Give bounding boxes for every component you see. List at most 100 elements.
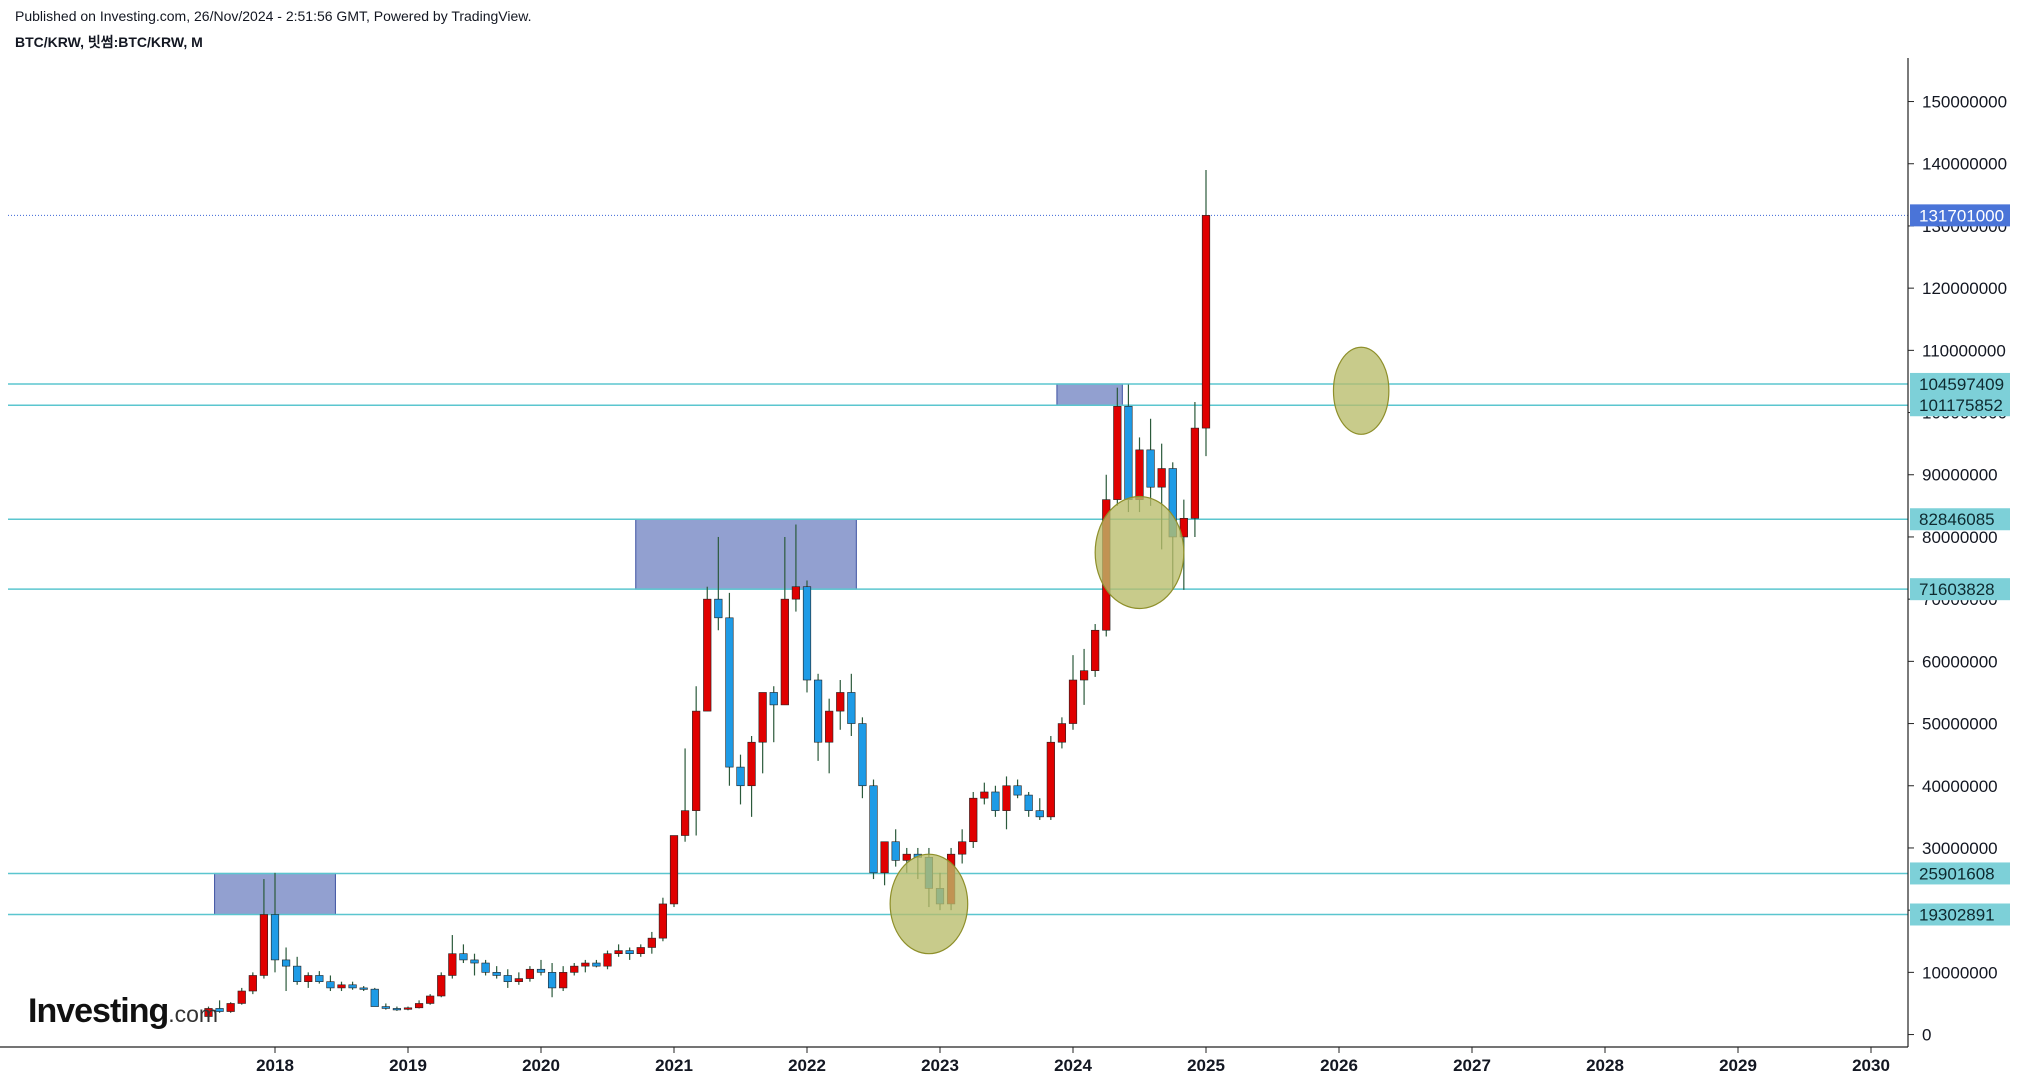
price-tick-label: 150000000 [1922,93,2007,112]
time-tick-label: 2026 [1320,1056,1358,1075]
level-tag-layer: 104597409 101175852 82846085 71603828 259016… [1910,204,2010,926]
candle-up [226,1003,235,1012]
candle-down [991,791,1000,811]
candle-up [1046,741,1055,818]
candle-up [514,978,523,982]
time-tick-label: 2030 [1852,1056,1890,1075]
time-tick-label: 2019 [389,1056,427,1075]
time-tick-label: 2023 [921,1056,959,1075]
logo-suffix: .com [168,1001,219,1027]
candle-up [1201,215,1211,429]
candle-up [636,947,645,954]
candle-up [559,972,568,989]
zone-box [1056,383,1123,406]
logo-brand: Investing [28,992,169,1030]
level-tag: 25901608 [1919,864,1995,883]
candle-down [470,959,479,964]
candle-down [1035,810,1044,818]
candle-up [1002,785,1011,811]
candle-down [802,586,812,681]
time-axis[interactable]: 2018 2019 2020 2021 2022 2023 2024 2025 2026 2027… [0,1046,1908,1075]
candle-up [969,797,978,843]
level-tag: 82846085 [1919,510,1995,529]
candle-down [592,962,601,967]
candle-down [736,766,745,787]
published-note: Published on Investing.com, 26/Nov/2024 … [15,8,532,24]
candle-up [525,968,535,979]
candle-up [880,841,889,874]
candle-up [337,984,346,989]
candle-up [825,710,834,743]
candle-up [1190,427,1200,519]
candle-down [503,975,512,982]
candle-up [403,1007,413,1010]
candle-up [259,914,269,976]
candle-up [1157,468,1166,488]
time-tick-label: 2020 [522,1056,560,1075]
candle-down [869,785,878,874]
level-tag: 104597409 [1919,375,2004,394]
investing-logo: Investing.com [28,992,218,1031]
candle-up [780,598,789,706]
candle-up [980,791,989,799]
candle-up [237,990,246,1004]
candle-down [847,692,856,724]
candle-up [426,995,435,1004]
candle-up [603,953,612,967]
zone-layer [214,383,1123,915]
time-tick-label: 2022 [788,1056,826,1075]
highlight-ellipse [1332,346,1390,435]
candle-down [293,965,302,982]
candle-up [304,975,313,982]
highlight-ellipse [889,853,969,955]
level-tag-bg [1910,578,2010,601]
level-tag-bg [1910,372,2010,395]
time-tick-label: 2028 [1586,1056,1624,1075]
price-tick-label: 120000000 [1922,279,2007,298]
time-tick-label: 2025 [1187,1056,1225,1075]
candle-up [836,692,845,712]
candle-up [1135,449,1144,500]
candle-down [459,953,468,961]
candle-down [370,988,379,1007]
candle-up [204,1008,213,1017]
candle-up [570,965,579,973]
candle-up [1079,670,1089,681]
candle-down [326,981,335,989]
level-tag-bg [1910,903,2010,926]
level-tag: 19302891 [1919,905,1995,924]
candle-up [703,598,712,712]
candle-up [1179,517,1188,538]
candle-down [392,1008,402,1011]
candle-up [658,903,668,939]
candle-up [1068,679,1078,724]
price-tick-label: 80000000 [1922,528,1998,547]
candle-down [858,723,867,787]
candle-up [747,741,756,787]
time-tick-label: 2027 [1453,1056,1491,1075]
candle-down [315,975,324,982]
time-tick-label: 2024 [1054,1056,1092,1075]
candle-down [359,987,368,990]
candle-layer [204,169,1211,1018]
candle-up [581,962,590,967]
last-price-tag: 131701000 [1919,206,2004,225]
price-tick-label: 50000000 [1922,715,1998,734]
candle-down [215,1008,224,1012]
candle-down [725,617,734,768]
candle-down [625,950,634,954]
level-tag-bg [1910,394,2010,417]
candle-down [481,962,490,973]
candle-down [891,841,900,861]
candle-up [758,692,767,743]
zone-box [635,518,857,590]
time-tick-label: 2018 [256,1056,294,1075]
highlight-ellipse [1094,495,1185,610]
candle-down [1146,449,1155,488]
candle-down [1013,785,1022,796]
price-axis[interactable]: 1500000001400000001300000001200000001100… [1907,58,2007,1047]
level-tag: 101175852 [1919,396,2003,415]
price-tick-label: 90000000 [1922,466,1998,485]
candle-down [547,972,557,989]
